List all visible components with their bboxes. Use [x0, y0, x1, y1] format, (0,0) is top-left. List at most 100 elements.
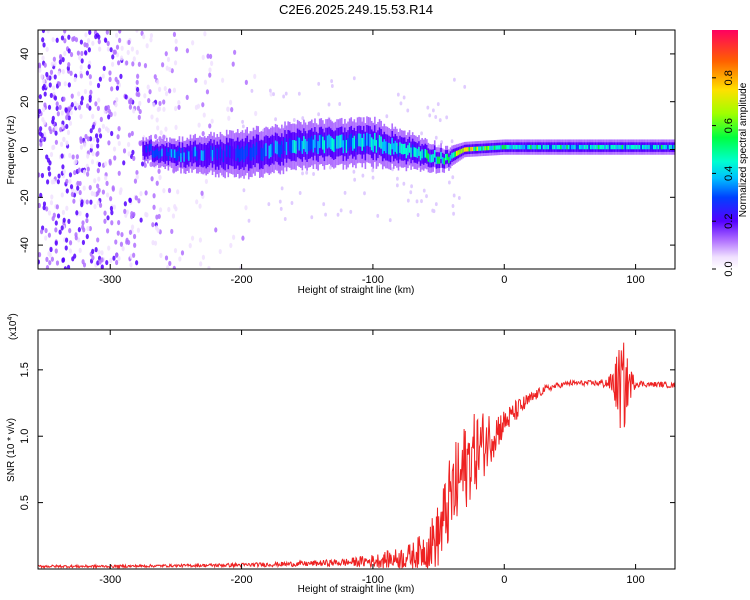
- heatmap-noise-cell: [136, 227, 141, 233]
- heatmap-noise-cell: [47, 251, 51, 257]
- heatmap-noise-cell: [96, 137, 100, 143]
- heatmap-noise-cell: [115, 32, 119, 38]
- heatmap-band-core: [315, 139, 318, 153]
- heatmap-noise-cell: [254, 110, 258, 117]
- heatmap-band-core: [331, 137, 334, 151]
- heatmap-band-core: [355, 138, 357, 152]
- heatmap-noise-cell: [158, 207, 163, 213]
- heatmap-noise-cell: [110, 220, 114, 226]
- heatmap-noise-cell: [242, 188, 246, 193]
- heatmap-noise-cell: [170, 68, 174, 74]
- heatmap-band-core: [381, 141, 384, 154]
- heatmap-noise-cell: [267, 202, 271, 207]
- heatmap-noise-cell: [200, 190, 204, 196]
- heatmap-noise-cell: [80, 202, 84, 208]
- heatmap-band-core: [411, 144, 414, 155]
- heatmap-noise-cell: [197, 122, 201, 128]
- heatmap-noise-cell: [47, 210, 52, 216]
- heatmap-noise-cell: [130, 224, 135, 230]
- heatmap-noise-cell: [385, 114, 389, 119]
- heatmap-noise-cell: [156, 79, 160, 85]
- heatmap-band-core: [418, 146, 420, 156]
- heatmap-noise-cell: [396, 92, 400, 97]
- heatmap-band-core: [385, 141, 387, 154]
- heatmap-band-core: [490, 145, 493, 151]
- heatmap-noise-cell: [94, 101, 98, 107]
- heatmap-noise-cell: [167, 206, 171, 213]
- heatmap-band-core: [164, 151, 167, 159]
- heatmap-band-core: [588, 144, 591, 150]
- heatmap-noise-cell: [150, 114, 154, 120]
- heatmap-noise-cell: [172, 87, 177, 93]
- heatmap-band-core: [372, 139, 375, 153]
- heatmap-noise-cell: [188, 243, 192, 249]
- heatmap-band-core: [240, 148, 242, 162]
- heatmap-band-core: [478, 146, 480, 151]
- heatmap-band-core: [648, 144, 650, 150]
- heatmap-noise-cell: [150, 176, 154, 182]
- heatmap-noise-cell: [231, 61, 235, 67]
- heatmap-noise-cell: [69, 70, 73, 76]
- heatmap-noise-cell: [96, 183, 100, 189]
- heatmap-noise-cell: [39, 229, 44, 235]
- heatmap-noise-cell: [89, 128, 93, 134]
- heatmap-band-core: [263, 144, 266, 158]
- heatmap-noise-cell: [38, 172, 41, 178]
- heatmap-band-core: [456, 150, 458, 157]
- heatmap-noise-cell: [68, 172, 73, 178]
- heatmap-noise-cell: [119, 55, 124, 61]
- heatmap-noise-cell: [191, 40, 195, 46]
- heatmap-band-core: [342, 140, 345, 154]
- heatmap-noise-cell: [310, 215, 314, 220]
- heatmap-band-core: [504, 144, 507, 150]
- heatmap-noise-cell: [98, 133, 103, 139]
- heatmap-band-core: [271, 142, 274, 156]
- heatmap-band-core: [567, 144, 570, 150]
- heatmap-noise-cell: [172, 31, 177, 38]
- heatmap-band-core: [219, 146, 222, 159]
- heatmap-noise-cell: [74, 158, 78, 164]
- heatmap-noise-cell: [104, 37, 108, 43]
- heatmap-band-core: [419, 151, 422, 161]
- heatmap-noise-cell: [138, 108, 142, 115]
- heatmap-band-core: [236, 145, 239, 158]
- heatmap-noise-cell: [66, 129, 71, 136]
- heatmap-noise-cell: [208, 123, 212, 129]
- heatmap-noise-cell: [79, 39, 83, 45]
- heatmap-noise-cell: [68, 248, 72, 254]
- heatmap-noise-cell: [38, 202, 41, 209]
- heatmap-noise-cell: [77, 237, 81, 243]
- heatmap-noise-cell: [137, 198, 141, 204]
- heatmap-noise-cell: [133, 178, 138, 184]
- heatmap-band-core: [514, 144, 516, 150]
- heatmap-noise-cell: [64, 245, 68, 251]
- heatmap-noise-cell: [50, 61, 54, 67]
- heatmap-band-core: [259, 148, 261, 162]
- heatmap-noise-cell: [113, 49, 117, 55]
- heatmap-band-core: [377, 137, 379, 151]
- heatmap-noise-cell: [87, 64, 91, 70]
- heatmap-band-core: [318, 135, 321, 149]
- heatmap-noise-cell: [100, 257, 104, 263]
- heatmap-noise-cell: [70, 93, 74, 99]
- heatmap-noise-cell: [208, 53, 213, 60]
- heatmap-x-tick-label: -300: [99, 274, 121, 286]
- heatmap-noise-cell: [55, 204, 59, 210]
- heatmap-noise-cell: [106, 228, 110, 234]
- heatmap-noise-cell: [283, 217, 287, 222]
- heatmap-noise-cell: [52, 56, 56, 62]
- heatmap-noise-cell: [322, 202, 326, 207]
- heatmap-noise-cell: [43, 91, 47, 97]
- heatmap-band-core: [287, 137, 289, 151]
- heatmap-band-core: [646, 144, 649, 150]
- heatmap-band-core: [156, 148, 159, 156]
- heatmap-noise-cell: [104, 175, 108, 181]
- heatmap-band-core: [433, 150, 436, 158]
- heatmap-noise-cell: [83, 142, 87, 148]
- heatmap-noise-cell: [119, 187, 123, 193]
- heatmap-band-core: [279, 145, 282, 158]
- heatmap-band-core: [276, 141, 278, 155]
- heatmap-band-core: [227, 149, 230, 162]
- heatmap-noise-cell: [241, 119, 244, 124]
- heatmap-band-core: [460, 148, 463, 154]
